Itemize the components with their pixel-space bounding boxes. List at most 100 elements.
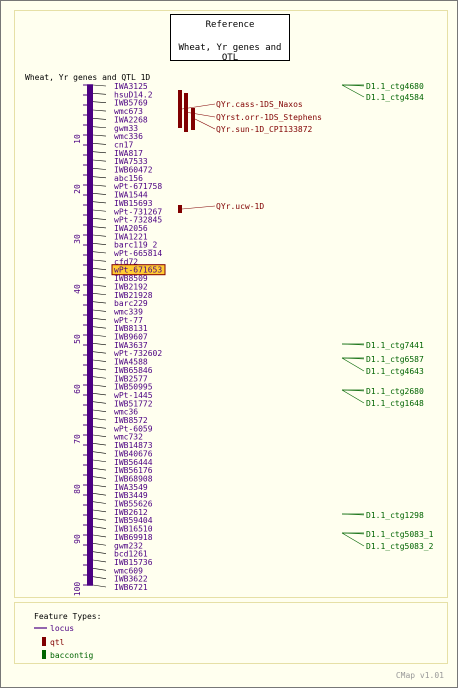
locus-label[interactable]: IWA3125 [114,82,148,91]
contig-label[interactable]: D1.1_ctg1648 [366,399,424,408]
locus-label[interactable]: IWA2056 [114,224,148,233]
locus-label[interactable]: IWB56444 [114,458,153,467]
locus-connector [92,509,107,513]
locus-label[interactable]: IWB2192 [114,282,148,291]
contig-connector [341,357,365,360]
locus-label[interactable]: IWB15736 [114,558,153,567]
contig-label[interactable]: D1.1_ctg7441 [366,341,424,350]
qtl-bar[interactable] [178,205,182,213]
locus-label[interactable]: barc229 [114,299,148,308]
locus-connector [92,451,107,454]
locus-label[interactable]: IWB6721 [114,583,148,592]
locus-label[interactable]: IWB69918 [114,533,153,542]
locus-connector [92,151,107,154]
contig-connector [341,389,365,404]
locus-label[interactable]: IWB8509 [114,274,148,283]
locus-label[interactable]: IWB2612 [114,508,148,517]
locus-label[interactable]: IWB68908 [114,474,153,483]
locus-label[interactable]: IWA3637 [114,341,148,350]
qtl-bar[interactable] [184,93,188,132]
locus-label[interactable]: wmc609 [114,566,143,575]
contig-label[interactable]: D1.1_ctg4643 [366,367,424,376]
locus-label[interactable]: IWA817 [114,149,143,158]
locus-label[interactable]: bcd1261 [114,550,148,559]
locus-label[interactable]: IWA1221 [114,232,148,241]
locus-label[interactable]: IWB2577 [114,374,148,383]
locus-label[interactable]: IWB21928 [114,291,153,300]
locus-connector [92,426,107,429]
locus-label[interactable]: IWA2268 [114,115,148,124]
locus-label[interactable]: IWA4588 [114,358,148,367]
qtl-bar[interactable] [178,90,182,128]
locus-label[interactable]: hsuD14.2 [114,90,153,99]
locus-label[interactable]: IWB5769 [114,99,148,108]
qtl-bar[interactable] [191,108,195,130]
locus-label[interactable]: IWB55626 [114,500,153,509]
locus-connector [92,134,107,137]
locus-label[interactable]: wPt-732602 [114,349,162,358]
locus-label[interactable]: IWB65846 [114,366,153,375]
contig-label[interactable]: D1.1_ctg6587 [366,355,424,364]
locus-connector [92,559,107,563]
locus-label[interactable]: IWB14873 [114,441,153,450]
locus-connector [92,101,107,103]
contig-connector [341,513,365,516]
contig-connector [341,389,365,392]
locus-label[interactable]: IWB50995 [114,383,153,392]
locus-label[interactable]: wPt-731267 [114,207,162,216]
locus-label[interactable]: IWB3449 [114,491,148,500]
contig-label[interactable]: D1.1_ctg4584 [366,93,424,102]
locus-connector [92,576,107,579]
locus-label[interactable]: IWB40676 [114,449,153,458]
locus-label[interactable]: IWB9607 [114,333,148,342]
contig-connector [341,84,365,87]
locus-label[interactable]: wPt-732845 [114,216,162,225]
locus-connector [92,334,107,337]
locus-connector [92,234,107,237]
locus-label[interactable]: wmc36 [114,408,138,417]
locus-label[interactable]: wPt-6059 [114,424,153,433]
locus-connector [92,518,107,521]
locus-label[interactable]: IWA7533 [114,157,148,166]
locus-connector [92,251,107,254]
locus-label[interactable]: wmc732 [114,433,143,442]
locus-label[interactable]: cn17 [114,140,133,149]
locus-label[interactable]: IWB51772 [114,399,153,408]
locus-connector [92,459,107,463]
contig-label[interactable]: D1.1_ctg4680 [366,82,424,91]
map-title[interactable]: Wheat, Yr genes and QTL 1D [25,73,151,82]
qtl-label[interactable]: QYr.ucw-1D [216,202,264,211]
locus-label[interactable]: cfd72 [114,257,138,266]
locus-label[interactable]: wmc336 [114,132,143,141]
locus-connector [92,551,107,554]
locus-label[interactable]: IWB16510 [114,525,153,534]
locus-label[interactable]: IWB60472 [114,166,153,175]
qtl-label[interactable]: QYr.sun-1D_CPI133872 [216,125,313,134]
locus-label[interactable]: IWB8572 [114,416,148,425]
locus-label[interactable]: IWB59404 [114,516,153,525]
locus-label[interactable]: IWB3622 [114,575,148,584]
contig-label[interactable]: D1.1_ctg5083_1 [366,530,434,539]
locus-label[interactable]: gwm33 [114,124,138,133]
locus-label[interactable]: wPt-1445 [114,391,153,400]
contig-label[interactable]: D1.1_ctg5083_2 [366,542,434,551]
locus-label[interactable]: gwm232 [114,541,143,550]
locus-label[interactable]: abc156 [114,174,143,183]
locus-label[interactable]: wmc673 [114,107,143,116]
locus-label[interactable]: barc119_2 [114,241,158,250]
locus-label[interactable]: IWA3549 [114,483,148,492]
locus-label[interactable]: IWB15693 [114,199,153,208]
locus-label[interactable]: wPt-671653 [114,266,162,275]
contig-label[interactable]: D1.1_ctg2680 [366,387,424,396]
qtl-label[interactable]: QYrst.orr-1DS_Stephens [216,113,322,122]
locus-label[interactable]: IWB8131 [114,324,148,333]
locus-label[interactable]: wmc339 [114,307,143,316]
contig-label[interactable]: D1.1_ctg1298 [366,511,424,520]
locus-label[interactable]: IWB56176 [114,466,153,475]
locus-label[interactable]: wPt-665814 [114,249,162,258]
locus-label[interactable]: wPt-77 [114,316,143,325]
locus-label[interactable]: wPt-671758 [114,182,162,191]
qtl-label[interactable]: QYr.cass-1DS_Naxos [216,100,303,109]
locus-connector [92,476,107,479]
locus-label[interactable]: IWA1544 [114,191,148,200]
